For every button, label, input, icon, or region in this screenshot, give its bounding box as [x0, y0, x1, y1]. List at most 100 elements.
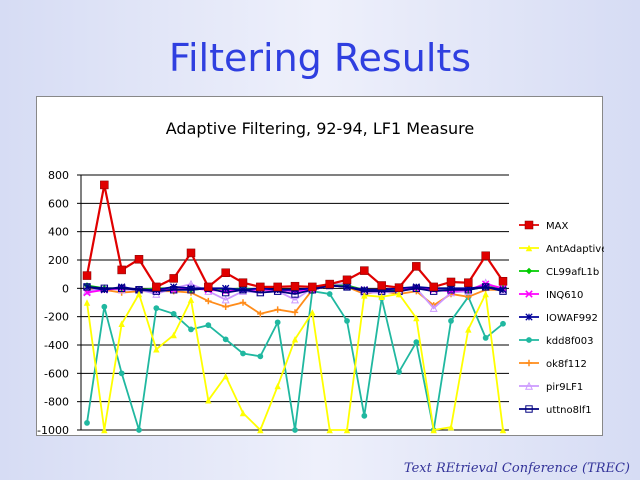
data-point	[525, 359, 533, 367]
data-point	[187, 296, 195, 303]
line-chart: Adaptive Filtering, 92-94, LF1 Measure 8…	[37, 119, 604, 437]
y-tick-label: -200	[44, 311, 69, 324]
data-point	[274, 319, 281, 326]
data-point	[309, 309, 316, 316]
data-point	[447, 423, 455, 431]
data-point	[222, 303, 229, 310]
data-point	[481, 251, 490, 260]
y-tick-label: -600	[44, 367, 69, 380]
data-point	[448, 318, 454, 324]
legend-label: kdd8f003	[546, 336, 593, 347]
y-tick-label: 200	[48, 254, 69, 267]
data-point	[187, 286, 195, 294]
data-point	[290, 281, 300, 291]
y-tick-label: 0	[62, 282, 69, 295]
data-point	[378, 293, 385, 301]
legend-label: INQ610	[546, 290, 583, 301]
data-point	[325, 279, 334, 289]
data-point	[413, 314, 420, 322]
data-point	[205, 297, 212, 305]
y-tick-label: -400	[44, 339, 69, 352]
data-point	[83, 299, 91, 306]
data-point	[221, 268, 230, 277]
legend-item-pir9lf1: pir9LF1	[519, 381, 583, 393]
data-point	[222, 284, 230, 292]
legend-item-max: MAX	[519, 220, 568, 232]
series-line	[86, 284, 504, 295]
data-point	[525, 244, 533, 252]
data-point	[170, 331, 177, 339]
data-point	[170, 310, 177, 317]
data-point	[222, 336, 229, 343]
data-point	[308, 282, 317, 292]
data-point	[239, 299, 247, 306]
y-tick-label: 400	[48, 226, 69, 239]
data-point	[205, 397, 212, 404]
data-point	[396, 369, 402, 375]
data-point	[239, 409, 247, 417]
data-point	[395, 290, 403, 298]
data-point	[326, 291, 333, 297]
legend-label: CL99afL1b	[546, 267, 599, 278]
data-point	[101, 426, 108, 434]
series-group	[82, 180, 508, 434]
footer-text: Text REtrieval Conference (TREC)	[403, 461, 630, 476]
data-point	[292, 427, 298, 433]
y-tick-label: -800	[44, 396, 69, 409]
data-point	[326, 426, 333, 434]
data-point	[525, 267, 533, 275]
data-point	[84, 420, 90, 426]
legend-item-iowaf992: IOWAF992	[519, 313, 598, 324]
legend-item-antadaptive1: AntAdaptive1	[519, 244, 604, 255]
legend-label: pir9LF1	[546, 382, 583, 393]
data-point	[361, 292, 368, 299]
data-point	[205, 322, 212, 329]
data-point	[169, 274, 178, 283]
series-line	[85, 184, 504, 289]
legend-label: ok8f112	[546, 359, 587, 370]
chart-title: Adaptive Filtering, 92-94, LF1 Measure	[166, 119, 474, 138]
data-point	[256, 282, 265, 292]
data-point	[343, 426, 351, 434]
y-axis: 800 600 400 200 0 -200 -400 -600 -800 -1000	[37, 169, 82, 437]
data-point	[101, 303, 108, 310]
data-point	[83, 283, 91, 291]
data-point	[526, 337, 532, 343]
data-point	[186, 248, 196, 258]
data-point	[274, 382, 281, 390]
y-tick-label: -1000	[37, 424, 69, 437]
data-point	[413, 339, 420, 346]
series-antadaptive1	[83, 290, 507, 434]
data-point	[360, 266, 369, 275]
data-point	[221, 295, 230, 304]
data-point	[525, 313, 533, 321]
data-point	[500, 320, 506, 327]
data-point	[238, 278, 248, 287]
data-point	[153, 305, 160, 312]
data-point	[394, 283, 404, 292]
data-point	[429, 282, 438, 292]
data-point	[524, 381, 534, 390]
data-point	[188, 326, 194, 333]
data-point	[257, 426, 264, 434]
data-point	[204, 282, 213, 292]
data-point	[257, 310, 264, 318]
data-point	[499, 287, 507, 295]
legend-item-ok8f112: ok8f112	[519, 359, 587, 370]
data-point	[152, 282, 161, 292]
data-point	[446, 277, 456, 287]
data-point	[135, 290, 143, 298]
data-point	[117, 265, 126, 275]
legend-item-uttno8lf1: uttno8lf1	[519, 405, 592, 416]
data-point	[361, 412, 368, 419]
data-point	[430, 426, 437, 434]
data-point	[257, 353, 264, 360]
y-tick-label: 800	[48, 169, 69, 182]
series-max	[82, 180, 508, 292]
chart-frame: Adaptive Filtering, 92-94, LF1 Measure 8…	[36, 96, 604, 437]
legend-label: AntAdaptive1	[546, 244, 604, 255]
data-point	[134, 255, 144, 264]
data-point	[240, 350, 246, 357]
data-point	[274, 306, 281, 313]
data-point	[153, 346, 160, 353]
